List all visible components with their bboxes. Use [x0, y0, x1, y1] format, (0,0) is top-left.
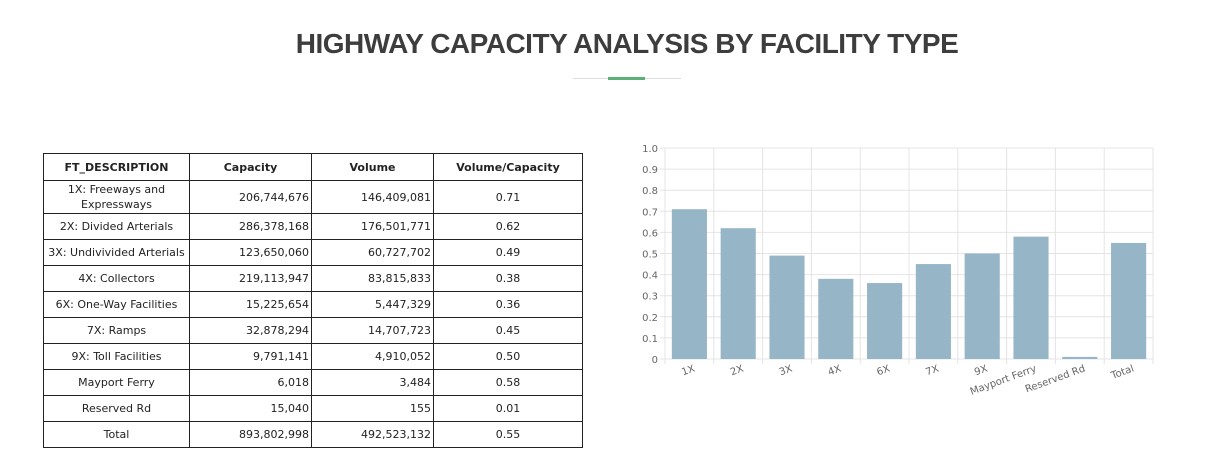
cell-volume: 176,501,771 — [311, 213, 434, 240]
cell-volume: 83,815,833 — [311, 265, 434, 292]
cell-volume: 146,409,081 — [311, 180, 434, 214]
table-row: Reserved Rd 15,040 155 0.01 — [43, 395, 583, 422]
cell-capacity: 206,744,676 — [189, 180, 312, 214]
y-tick-label: 0.3 — [642, 292, 658, 303]
bar — [769, 255, 805, 359]
x-tick-label: 1X — [680, 363, 696, 378]
x-tick-label: 9X — [973, 363, 989, 378]
y-tick-label: 0 — [652, 355, 658, 366]
table-row: 9X: Toll Facilities 9,791,141 4,910,052 … — [43, 343, 583, 370]
y-tick-label: 0.4 — [642, 271, 658, 282]
bar — [1111, 242, 1147, 359]
cell-description: Mayport Ferry — [43, 369, 190, 396]
table-row-total: Total 893,802,998 492,523,132 0.55 — [43, 421, 583, 448]
cell-description: 3X: Undivivided Arterials — [43, 239, 190, 266]
cell-vc-ratio: 0.58 — [433, 369, 583, 396]
y-tick-label: 0.2 — [642, 313, 658, 324]
vc-ratio-bar-chart: 0 0.1 0.2 0.3 0.4 0.5 0.6 0.7 0.8 0.9 1.0 1X 2X 3X 4X 6… — [642, 144, 1154, 398]
cell-capacity: 6,018 — [189, 369, 312, 396]
cell-volume: 3,484 — [311, 369, 434, 396]
y-tick-label: 0.5 — [642, 250, 658, 261]
y-tick-label: 0.9 — [642, 165, 658, 176]
cell-volume: 155 — [311, 395, 434, 422]
cell-description: 9X: Toll Facilities — [43, 343, 190, 370]
cell-vc-ratio: 0.71 — [433, 180, 583, 214]
cell-description: 4X: Collectors — [43, 265, 190, 292]
cell-description: 7X: Ramps — [43, 317, 190, 344]
cell-vc-ratio: 0.38 — [433, 265, 583, 292]
table-row: 7X: Ramps 32,878,294 14,707,723 0.45 — [43, 317, 583, 344]
cell-volume: 4,910,052 — [311, 343, 434, 370]
x-tick-label: 3X — [778, 363, 794, 378]
x-tick-label: 2X — [729, 363, 745, 378]
cell-description: 6X: One-Way Facilities — [43, 291, 190, 318]
y-tick-label: 1.0 — [642, 144, 658, 155]
bar — [1062, 356, 1098, 359]
header-capacity: Capacity — [189, 153, 312, 181]
table-row: 1X: Freeways and Expressways 206,744,676… — [43, 180, 583, 214]
cell-capacity: 286,378,168 — [189, 213, 312, 240]
x-tick-label: 4X — [827, 363, 843, 378]
cell-volume: 14,707,723 — [311, 317, 434, 344]
capacity-table: FT_DESCRIPTION Capacity Volume Volume/Ca… — [43, 153, 583, 448]
bar — [867, 283, 903, 359]
y-tick-label: 0.8 — [642, 186, 658, 197]
title-accent-bar — [608, 77, 645, 80]
cell-vc-ratio: 0.01 — [433, 395, 583, 422]
cell-vc-ratio: 0.36 — [433, 291, 583, 318]
cell-vc-ratio: 0.45 — [433, 317, 583, 344]
cell-capacity: 15,040 — [189, 395, 312, 422]
x-tick-label: Total — [1109, 363, 1136, 382]
x-tick-label: 6X — [875, 363, 891, 378]
cell-description: Reserved Rd — [43, 395, 190, 422]
table-row: 4X: Collectors 219,113,947 83,815,833 0.… — [43, 265, 583, 292]
cell-volume: 492,523,132 — [311, 421, 434, 448]
cell-capacity: 32,878,294 — [189, 317, 312, 344]
table-row: 6X: One-Way Facilities 15,225,654 5,447,… — [43, 291, 583, 318]
header-volume: Volume — [311, 153, 434, 181]
cell-volume: 60,727,702 — [311, 239, 434, 266]
cell-vc-ratio: 0.55 — [433, 421, 583, 448]
table-row: 2X: Divided Arterials 286,378,168 176,50… — [43, 213, 583, 240]
bar — [915, 264, 951, 359]
x-tick-label: 7X — [924, 363, 940, 378]
header-ft-description: FT_DESCRIPTION — [43, 153, 190, 181]
page-title: HIGHWAY CAPACITY ANALYSIS BY FACILITY TY… — [295, 28, 959, 59]
cell-capacity: 15,225,654 — [189, 291, 312, 318]
cell-vc-ratio: 0.50 — [433, 343, 583, 370]
bar — [720, 228, 756, 359]
cell-capacity: 123,650,060 — [189, 239, 312, 266]
table-header-row: FT_DESCRIPTION Capacity Volume Volume/Ca… — [43, 153, 583, 181]
cell-capacity: 9,791,141 — [189, 343, 312, 370]
cell-description: 2X: Divided Arterials — [43, 213, 190, 240]
cell-capacity: 219,113,947 — [189, 265, 312, 292]
cell-volume: 5,447,329 — [311, 291, 434, 318]
bar — [818, 278, 854, 359]
cell-description: 1X: Freeways and Expressways — [43, 180, 190, 214]
cell-capacity: 893,802,998 — [189, 421, 312, 448]
header-volume-capacity: Volume/Capacity — [433, 153, 583, 181]
y-tick-label: 0.6 — [642, 228, 658, 239]
cell-description: Total — [43, 421, 190, 448]
y-tick-label: 0.7 — [642, 207, 658, 218]
table-row: Mayport Ferry 6,018 3,484 0.58 — [43, 369, 583, 396]
cell-vc-ratio: 0.49 — [433, 239, 583, 266]
bar — [964, 253, 1000, 359]
bar — [1013, 236, 1049, 359]
bar — [671, 209, 707, 359]
cell-vc-ratio: 0.62 — [433, 213, 583, 240]
table-row: 3X: Undivivided Arterials 123,650,060 60… — [43, 239, 583, 266]
y-tick-label: 0.1 — [642, 334, 658, 345]
